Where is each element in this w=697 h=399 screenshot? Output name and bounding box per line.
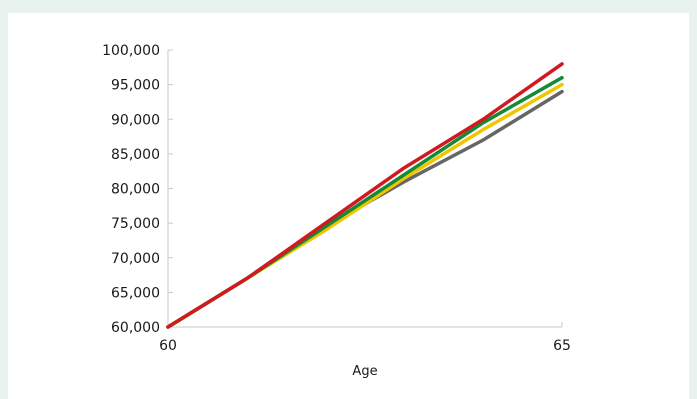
y-tick-label: 95,000 bbox=[111, 78, 160, 94]
x-tick-label: 60 bbox=[159, 338, 177, 354]
series-line-3 bbox=[168, 64, 562, 327]
x-axis-title: Age bbox=[352, 364, 377, 379]
y-tick-label: 70,000 bbox=[111, 251, 160, 267]
y-tick-label: 85,000 bbox=[111, 147, 160, 163]
y-tick-label: 75,000 bbox=[111, 216, 160, 232]
x-tick-label: 65 bbox=[553, 338, 571, 354]
y-tick-label: 90,000 bbox=[111, 112, 160, 128]
series-layer bbox=[168, 64, 562, 327]
y-axis: 60,000 65,000 70,000 75,000 80,000 85,000 90,0… bbox=[102, 43, 173, 336]
y-tick-label: 65,000 bbox=[111, 285, 160, 301]
y-tick-label: 80,000 bbox=[111, 182, 160, 198]
y-tick-label: 60,000 bbox=[111, 320, 160, 336]
y-tick-label: 100,000 bbox=[102, 43, 160, 59]
x-axis: 60 65 bbox=[159, 322, 571, 354]
